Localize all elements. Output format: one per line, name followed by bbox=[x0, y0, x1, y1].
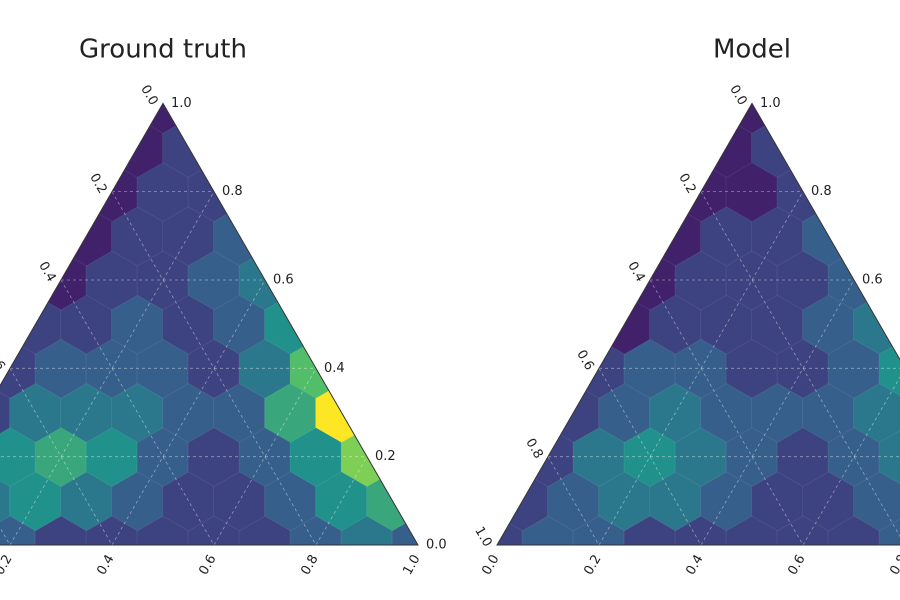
grid-line bbox=[213, 368, 317, 546]
right-tick-label: 0.2 bbox=[375, 449, 396, 464]
bottom-tick-label: 0.2 bbox=[581, 552, 604, 577]
grid-line bbox=[598, 368, 702, 546]
grid-line bbox=[111, 191, 317, 546]
grid-line bbox=[700, 279, 855, 546]
grid-line bbox=[598, 191, 804, 546]
left-tick-label: 0.2 bbox=[86, 171, 109, 196]
grid-line bbox=[60, 279, 215, 546]
hexbin bbox=[0, 103, 418, 546]
right-tick-label: 0.8 bbox=[222, 184, 243, 199]
grid-line bbox=[0, 456, 11, 546]
right-tick-label: 0.8 bbox=[811, 184, 832, 199]
right-tick-label: 1.0 bbox=[171, 96, 192, 111]
bottom-tick-label: 0.4 bbox=[683, 552, 706, 577]
grid-line bbox=[547, 456, 600, 546]
grid-line bbox=[111, 279, 266, 546]
right-tick-label: 0.4 bbox=[324, 361, 345, 376]
right-tick-label: 0.0 bbox=[426, 538, 447, 553]
left-tick-label: 1.0 bbox=[471, 524, 494, 549]
bottom-tick-label: 1.0 bbox=[400, 552, 423, 577]
bottom-tick-label: 0.0 bbox=[479, 552, 502, 577]
triangle-frame bbox=[0, 102, 419, 546]
right-tick-label: 1.0 bbox=[760, 96, 781, 111]
left-tick-label: 0.0 bbox=[726, 83, 749, 108]
right-tick-label: 0.6 bbox=[862, 272, 883, 287]
bottom-tick-label: 0.6 bbox=[785, 552, 808, 577]
bottom-tick-label: 0.4 bbox=[94, 552, 117, 577]
grid-line bbox=[700, 191, 900, 546]
left-tick-label: 0.6 bbox=[0, 348, 8, 373]
chart-title: Model bbox=[713, 35, 791, 65]
left-tick-label: 0.2 bbox=[675, 171, 698, 196]
chart-title: Ground truth bbox=[79, 35, 247, 65]
left-tick-label: 0.4 bbox=[624, 259, 647, 284]
bottom-tick-label: 0.6 bbox=[196, 552, 219, 577]
grid-line bbox=[9, 368, 113, 546]
triangle-frame bbox=[496, 102, 900, 546]
left-tick-label: 0.8 bbox=[522, 436, 545, 461]
bottom-tick-label: 0.2 bbox=[0, 552, 16, 577]
grid-line bbox=[649, 279, 804, 546]
left-tick-label: 0.6 bbox=[573, 348, 596, 373]
grid-line bbox=[9, 191, 215, 546]
hexbin bbox=[497, 103, 900, 546]
bottom-tick-label: 0.8 bbox=[887, 552, 900, 577]
left-tick-label: 0.4 bbox=[35, 259, 58, 284]
bottom-tick-label: 0.8 bbox=[298, 552, 321, 577]
grid-line bbox=[315, 456, 368, 546]
grid-line bbox=[802, 368, 900, 546]
left-tick-label: 0.0 bbox=[137, 83, 160, 108]
right-tick-label: 0.6 bbox=[273, 272, 294, 287]
